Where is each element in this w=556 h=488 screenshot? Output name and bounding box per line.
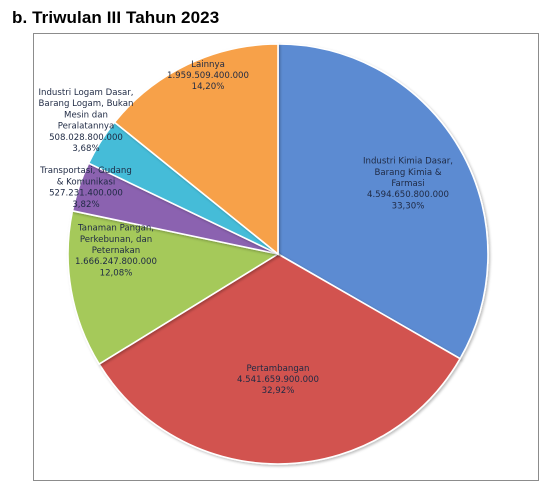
slice-label-line: 4.541.659.900.000 xyxy=(237,375,319,385)
pie-slice xyxy=(67,209,281,366)
slice-label: Industri Logam Dasar, Barang Logam, Bukan… xyxy=(39,88,134,154)
slice-label-line: & Komunikasi xyxy=(57,177,116,187)
slice-label-line: Transportasi, Gudang xyxy=(39,166,132,176)
slice-label-line: Barang Logam, Bukan xyxy=(39,99,134,109)
pie-slice xyxy=(113,43,279,256)
pie-labels: Industri Kimia Dasar, Barang Kimia & Farma… xyxy=(39,60,454,396)
slice-label-line: Peralatannya xyxy=(58,122,115,132)
slice-label-line: Farmasi xyxy=(391,179,424,189)
slice-label: Tanaman Pangan, Perkebunan, dan Peternakan… xyxy=(75,224,157,279)
slice-label: Lainnya 1.959.509.400.000 14,20% xyxy=(167,60,249,92)
pie-slice xyxy=(98,253,462,465)
slice-label-line: Perkebunan, dan xyxy=(80,235,152,245)
slice-label-line: Barang Kimia & xyxy=(374,168,441,178)
slice-label-line: 33,30% xyxy=(392,201,425,211)
slice-label: Transportasi, Gudang & Komunikasi 527.231.… xyxy=(39,166,132,210)
pie-slices xyxy=(67,43,489,465)
slice-label-line: Mesin dan xyxy=(64,110,108,120)
slice-label: Pertambangan 4.541.659.900.000 32,92% xyxy=(237,364,319,396)
slice-label-line: Industri Logam Dasar, xyxy=(39,88,134,98)
slice-label-line: 32,92% xyxy=(262,386,295,396)
slice-label-line: Peternakan xyxy=(92,246,140,256)
slice-label-line: 1.959.509.400.000 xyxy=(167,71,249,81)
slice-label: Industri Kimia Dasar, Barang Kimia & Farma… xyxy=(363,157,453,212)
slice-label-line: 12,08% xyxy=(100,268,133,278)
slice-label-line: 14,20% xyxy=(192,82,225,92)
slice-label-line: Industri Kimia Dasar, xyxy=(363,157,453,167)
chart-heading: b. Triwulan III Tahun 2023 xyxy=(12,8,220,27)
slice-label-line: 4.594.650.800.000 xyxy=(367,190,449,200)
slice-label-line: Pertambangan xyxy=(246,364,309,374)
pie-slice xyxy=(277,43,489,360)
slice-label-line: 508.028.800.000 xyxy=(49,133,123,143)
slice-label-line: 3,82% xyxy=(72,200,99,210)
slice-label-line: 1.666.247.800.000 xyxy=(75,257,157,267)
slice-label-line: 3,68% xyxy=(72,144,99,154)
slice-label-line: 527.231.400.000 xyxy=(49,189,123,199)
slice-label-line: Tanaman Pangan, xyxy=(77,224,154,234)
slice-label-line: Lainnya xyxy=(191,60,225,70)
